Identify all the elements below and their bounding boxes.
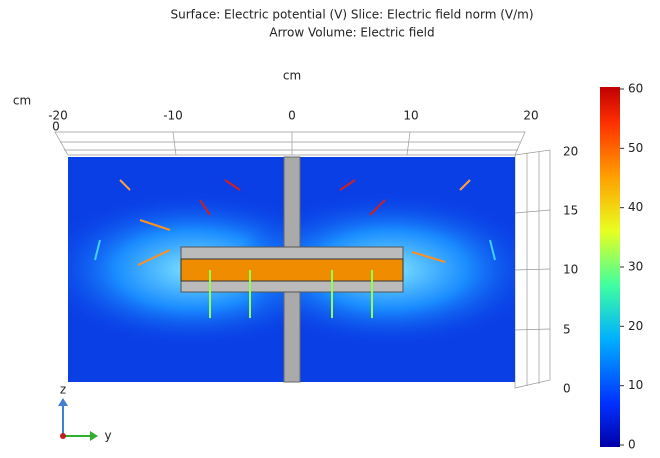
axis-unit: cm <box>283 69 301 83</box>
colorbar-tick-label: 10 <box>628 378 643 392</box>
axis-unit: cm <box>13 94 31 108</box>
tick-label: 20 <box>523 109 538 123</box>
axis-triad: z y <box>58 383 112 443</box>
colorbar-tick-label: 50 <box>628 141 643 155</box>
triad-label: y <box>104 429 111 443</box>
tick-label: 0 <box>563 382 571 396</box>
tick-label: 15 <box>563 204 578 218</box>
title-line: Surface: Electric potential (V) Slice: E… <box>170 8 533 22</box>
tick-label: 0 <box>288 109 296 123</box>
colorbar-tick-label: 60 <box>628 82 643 96</box>
tick-label: 20 <box>563 145 578 159</box>
triad-label: z <box>60 383 66 397</box>
colorbar-tick-label: 30 <box>628 260 643 274</box>
colorbar-tick-label: 20 <box>628 319 643 333</box>
viewport: Surface: Electric potential (V) Slice: E… <box>0 0 660 454</box>
colorbar-tick-label: 0 <box>628 438 636 452</box>
colorbar-tick-label: 40 <box>628 200 643 214</box>
tick-label: 10 <box>403 109 418 123</box>
colorbar-ticks: 60 50 40 30 20 10 0 <box>620 82 643 452</box>
tick-label: 10 <box>563 263 578 277</box>
dielectric <box>181 259 403 281</box>
tick-label: -10 <box>163 109 183 123</box>
title-line: Arrow Volume: Electric field <box>269 26 434 40</box>
tick-label: 5 <box>563 323 571 337</box>
tick-label: 0 <box>52 120 60 134</box>
colorbar <box>600 87 620 447</box>
